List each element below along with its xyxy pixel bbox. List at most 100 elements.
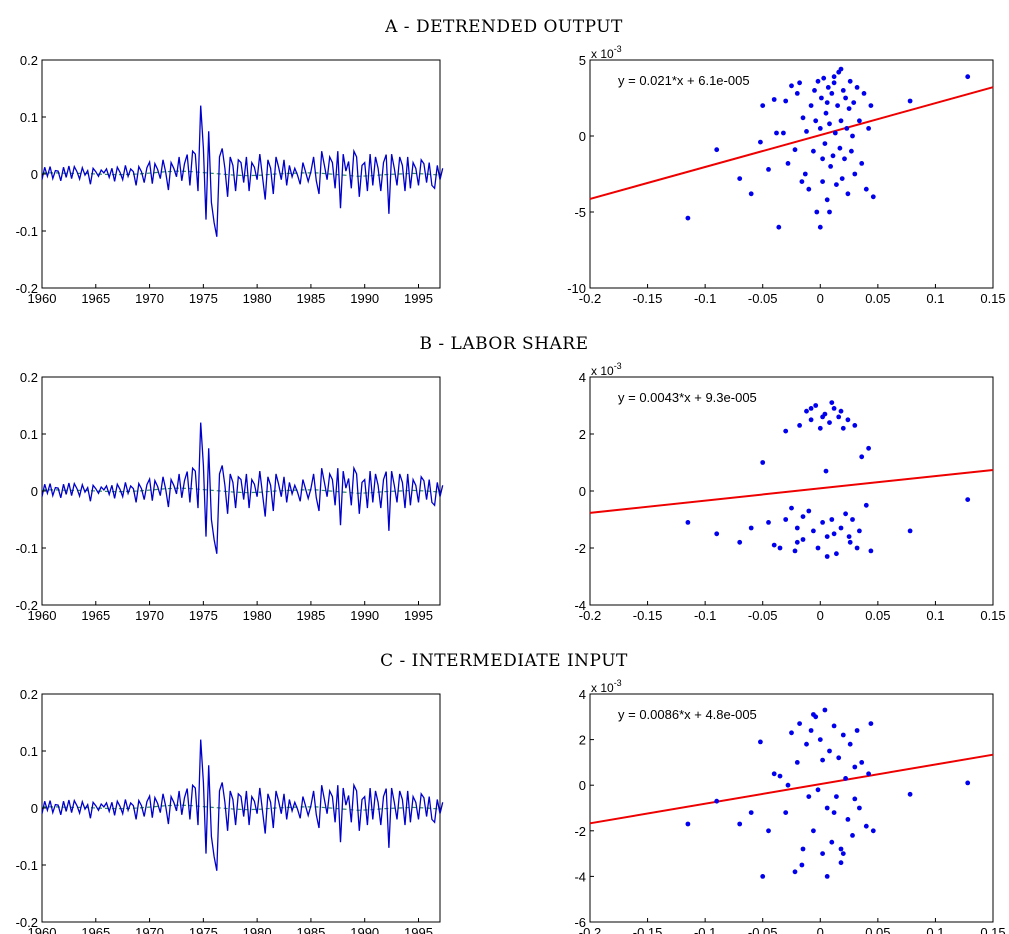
scatter-point <box>820 156 825 162</box>
scatter-point <box>811 828 816 834</box>
exponent-base: x 10 <box>591 47 614 61</box>
scatter-point <box>748 191 754 197</box>
scatter-point <box>808 417 814 423</box>
scatter-point <box>859 760 865 765</box>
x-tick-label: 1965 <box>81 291 110 306</box>
regression-equation: y = 0.0086*x + 4.8e-005 <box>618 707 757 722</box>
scatter-point <box>819 95 824 101</box>
scatter-point <box>737 821 743 827</box>
x-tick-label: 1965 <box>81 925 110 934</box>
scatter-point <box>965 497 971 502</box>
scatter-point <box>811 148 816 154</box>
scatter-point <box>817 425 823 431</box>
x-tick-label: 0 <box>817 291 824 306</box>
y-tick-label: 2 <box>579 427 586 442</box>
scatter-point <box>797 423 802 428</box>
x-tick-label: 0.15 <box>980 925 1005 934</box>
y-tick-label: 0 <box>579 484 586 499</box>
scatter-point <box>846 534 852 539</box>
x-tick-label: -0.05 <box>748 608 778 623</box>
scatter-point <box>829 839 835 845</box>
scatter-point <box>854 728 860 733</box>
x-tick-label: 1960 <box>28 291 57 306</box>
scatter-point <box>836 755 842 761</box>
scatter-point <box>830 153 836 159</box>
scatter-point <box>847 539 853 545</box>
scatter-point <box>838 525 844 531</box>
scatter-point <box>823 110 829 116</box>
scatter-point <box>783 98 789 104</box>
scatter-point <box>850 833 855 838</box>
line-chart-a: 1960 1965 1970 1975 1980 1985 1990 1995 0.2 0.1 0 -… <box>16 53 444 306</box>
y-tick-label: 0.1 <box>20 110 38 125</box>
scatter-point <box>835 103 840 108</box>
scatter-point <box>844 125 850 131</box>
scatter-point <box>822 141 828 147</box>
scatter-point <box>824 554 830 559</box>
x-tick-label: 1975 <box>189 925 218 934</box>
scatter-point <box>840 88 846 93</box>
scatter-point <box>817 737 823 742</box>
scatter-point <box>776 224 782 230</box>
scatter-point <box>854 545 860 551</box>
regression-equation: y = 0.0043*x + 9.3e-005 <box>618 390 757 405</box>
x-tick-label: -0.1 <box>694 291 716 306</box>
axis-exponent-label: x 10-3 <box>591 361 622 378</box>
x-tick-label: 1985 <box>296 608 325 623</box>
y-tick-label: -0.2 <box>16 915 38 930</box>
x-tick-label: 1975 <box>189 291 218 306</box>
exponent-power: -3 <box>614 361 622 371</box>
scatter-point <box>831 80 837 86</box>
x-tick-label: 0 <box>817 925 824 934</box>
scatter-point <box>845 417 851 423</box>
scatter-point <box>820 757 825 763</box>
scatter-point <box>774 130 779 136</box>
scatter-point <box>800 537 806 542</box>
x-tick-label: 1990 <box>350 925 379 934</box>
x-tick-label: -0.1 <box>694 608 716 623</box>
scatter-point <box>820 851 825 856</box>
scatter-point <box>748 810 754 815</box>
scatter-point <box>845 191 851 197</box>
scatter-point <box>832 130 838 136</box>
scatter-point <box>748 525 754 531</box>
scatter-point <box>870 194 876 200</box>
y-tick-label: 4 <box>579 687 586 702</box>
y-tick-label: -10 <box>567 281 586 296</box>
exponent-base: x 10 <box>591 681 614 695</box>
x-tick-label: 0.1 <box>926 608 944 623</box>
scatter-point <box>815 78 821 84</box>
scatter-point <box>852 171 858 177</box>
scatter-point <box>800 846 806 852</box>
x-tick-label: -0.2 <box>579 925 601 934</box>
scatter-point <box>792 548 798 554</box>
scatter-point <box>758 139 763 145</box>
scatter-point <box>965 780 971 786</box>
scatter-point <box>820 179 825 185</box>
scatter-point <box>851 100 857 105</box>
scatter-point <box>760 460 766 465</box>
scatter-point <box>857 118 862 124</box>
x-tick-label: 0.1 <box>926 925 944 934</box>
scatter-point <box>760 103 766 108</box>
scatter-point <box>792 869 798 875</box>
scatter-point <box>714 147 720 153</box>
scatter-point <box>804 129 809 134</box>
scatter-point <box>824 100 830 105</box>
scatter-point <box>781 130 786 136</box>
scatter-point <box>829 400 835 405</box>
scatter-point <box>870 828 876 834</box>
scatter-point <box>685 520 691 525</box>
scatter-point <box>824 534 830 539</box>
x-tick-label: 1975 <box>189 608 218 623</box>
scatter-point <box>771 771 777 777</box>
x-tick-label: -0.15 <box>633 608 663 623</box>
scatter-point <box>760 874 766 879</box>
scatter-point <box>827 121 832 127</box>
y-tick-label: 2 <box>579 733 586 748</box>
exponent-power: -3 <box>614 44 622 54</box>
scatter-point <box>866 771 871 777</box>
scatter-point <box>907 98 913 104</box>
scatter-point <box>808 728 814 733</box>
